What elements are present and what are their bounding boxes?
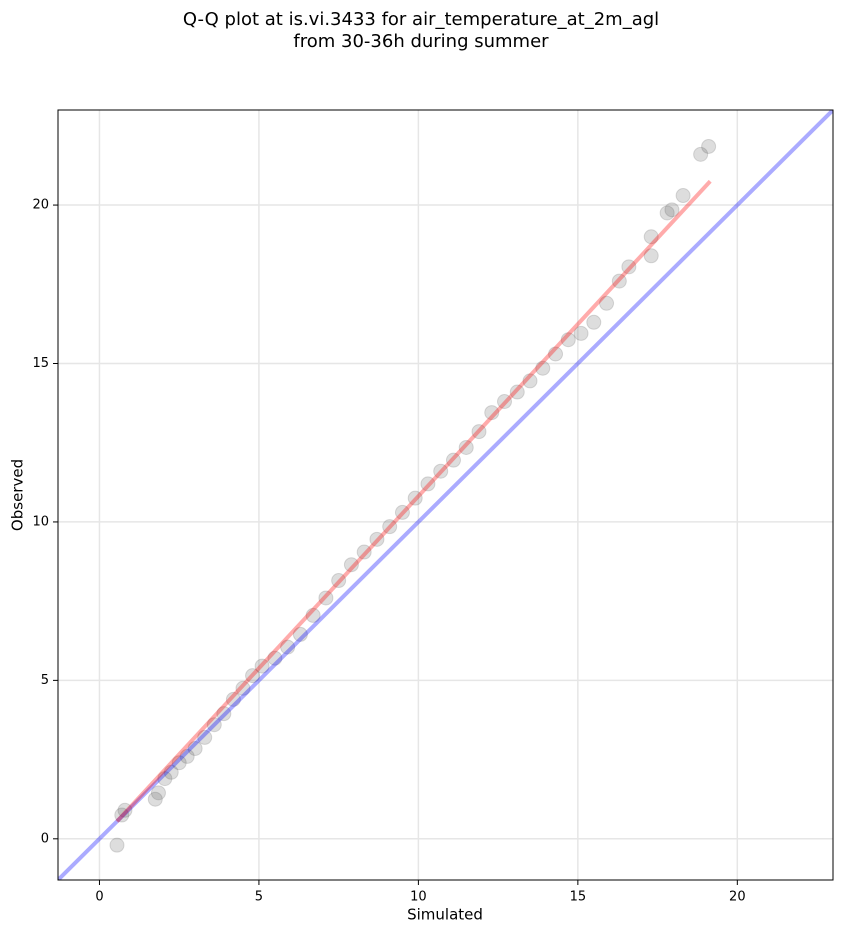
- point: [318, 590, 334, 606]
- point: [484, 405, 500, 421]
- point: [643, 248, 659, 264]
- point: [535, 360, 551, 376]
- point: [701, 138, 717, 154]
- point: [109, 837, 125, 853]
- point: [356, 544, 372, 560]
- x-tick-label: 0: [95, 890, 103, 905]
- chart-title: from 30-36h during summer: [293, 31, 549, 52]
- point: [664, 202, 680, 218]
- point: [331, 573, 347, 589]
- x-tick-label: 10: [410, 890, 427, 905]
- point: [254, 658, 270, 674]
- point: [599, 295, 615, 311]
- point: [497, 394, 513, 410]
- point: [343, 557, 359, 573]
- x-tick-label: 15: [570, 890, 587, 905]
- point: [150, 785, 166, 801]
- point: [382, 519, 398, 535]
- y-tick-label: 0: [41, 831, 49, 846]
- point: [225, 691, 241, 707]
- y-tick-label: 20: [32, 198, 49, 213]
- point: [522, 373, 538, 389]
- point: [548, 346, 564, 362]
- point: [280, 639, 296, 655]
- point: [471, 424, 487, 440]
- point: [693, 146, 709, 162]
- point: [197, 729, 213, 745]
- plot-frame: [57, 109, 834, 881]
- point: [445, 452, 461, 468]
- point: [179, 748, 195, 764]
- chart-title: Q-Q plot at is.vi.3433 for air_temperatu…: [183, 9, 659, 30]
- point: [114, 807, 130, 823]
- point: [171, 755, 187, 771]
- point: [369, 531, 385, 547]
- point: [560, 332, 576, 348]
- point: [157, 771, 173, 787]
- point: [245, 668, 261, 684]
- x-tick-label: 5: [255, 890, 263, 905]
- point: [147, 791, 163, 807]
- point: [117, 802, 133, 818]
- point: [235, 680, 251, 696]
- point: [163, 764, 179, 780]
- point: [292, 626, 308, 642]
- y-tick-label: 15: [32, 356, 49, 371]
- point: [621, 259, 637, 275]
- point: [573, 325, 589, 341]
- point: [216, 706, 232, 722]
- y-tick-label: 5: [41, 673, 49, 688]
- point: [187, 740, 203, 756]
- point: [305, 607, 321, 623]
- point: [643, 229, 659, 245]
- fit-line: [58, 110, 833, 880]
- y-tick-label: 10: [32, 514, 49, 529]
- point: [659, 205, 675, 221]
- point: [206, 717, 222, 733]
- point: [675, 188, 691, 204]
- point: [611, 273, 627, 289]
- point: [394, 504, 410, 520]
- point: [509, 384, 525, 400]
- point: [433, 463, 449, 479]
- point: [458, 439, 474, 455]
- point: [586, 314, 602, 330]
- point: [407, 490, 423, 506]
- point: [420, 476, 436, 492]
- x-tick-label: 20: [729, 890, 746, 905]
- x-axis-label: Simulated: [407, 906, 483, 924]
- fit-line: [115, 179, 712, 823]
- point: [267, 650, 283, 666]
- y-axis-label: Observed: [9, 459, 27, 531]
